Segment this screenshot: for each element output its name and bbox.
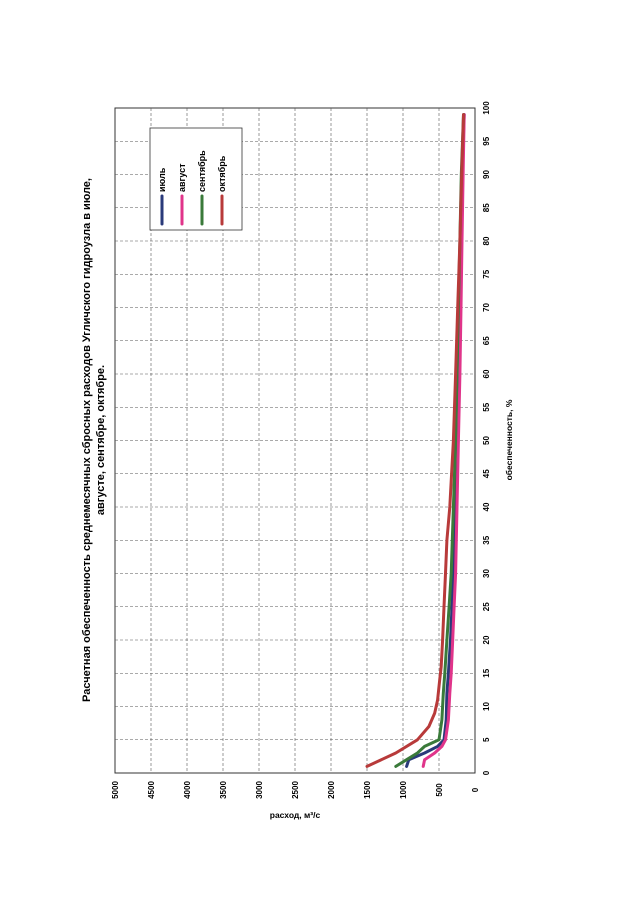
legend: июль август сентябрь октябрь — [149, 127, 243, 231]
x-tick-label: 90 — [482, 170, 491, 179]
y-tick-label: 500 — [435, 783, 444, 797]
x-tick-label: 75 — [482, 269, 491, 278]
y-tick-label: 1500 — [363, 781, 372, 799]
x-tick-label: 60 — [482, 369, 491, 378]
legend-label-1: июль — [157, 167, 167, 192]
x-tick-label: 15 — [482, 668, 491, 677]
y-tick-label: 3500 — [219, 781, 228, 799]
series-lines — [365, 113, 466, 768]
x-tick-label: 80 — [482, 236, 491, 245]
series-line-4 — [365, 113, 465, 768]
x-tick-label: 50 — [482, 436, 491, 445]
y-tick-labels: 0 500 1000 1500 2000 2500 3000 3500 4000 4500 5000 — [111, 781, 480, 799]
x-tick-label: 20 — [482, 635, 491, 644]
chart-title-line1: Расчетная обеспеченность среднемесячных … — [81, 178, 93, 702]
x-tick-label: 65 — [482, 336, 491, 345]
x-tick-label: 45 — [482, 469, 491, 478]
x-tick-label: 0 — [482, 770, 491, 775]
x-tick-label: 35 — [482, 535, 491, 544]
x-axis-label: обеспеченность, % — [504, 399, 514, 480]
x-tick-label: 100 — [482, 101, 491, 115]
y-tick-label: 2000 — [327, 781, 336, 799]
x-tick-label: 30 — [482, 569, 491, 578]
legend-label-3: сентябрь — [197, 150, 207, 192]
y-tick-label: 4500 — [147, 781, 156, 799]
x-tick-label: 25 — [482, 602, 491, 611]
y-tick-label: 1000 — [399, 781, 408, 799]
x-tick-label: 10 — [482, 702, 491, 711]
legend-box — [149, 127, 243, 231]
y-tick-label: 5000 — [111, 781, 120, 799]
legend-label-2: август — [177, 163, 187, 192]
series-line-2 — [421, 113, 466, 768]
y-tick-label: 4000 — [183, 781, 192, 799]
x-tick-label: 55 — [482, 402, 491, 411]
x-tick-label: 70 — [482, 303, 491, 312]
y-axis-label: расход, м³/с — [270, 810, 321, 820]
x-tick-labels: 0 5 10 15 20 25 30 35 40 45 50 55 60 65 70 75 80 85 90 95 10… — [482, 101, 491, 775]
y-tick-label: 3000 — [255, 781, 264, 799]
x-tick-label: 95 — [482, 136, 491, 145]
y-tick-label: 0 — [471, 787, 480, 792]
y-tick-label: 2500 — [291, 781, 300, 799]
x-tick-label: 5 — [482, 737, 491, 742]
x-tick-label: 85 — [482, 203, 491, 212]
legend-label-4: октябрь — [217, 155, 227, 192]
chart-title-line2: августе, сентябре, октябре. — [95, 365, 107, 515]
x-tick-label: 40 — [482, 502, 491, 511]
